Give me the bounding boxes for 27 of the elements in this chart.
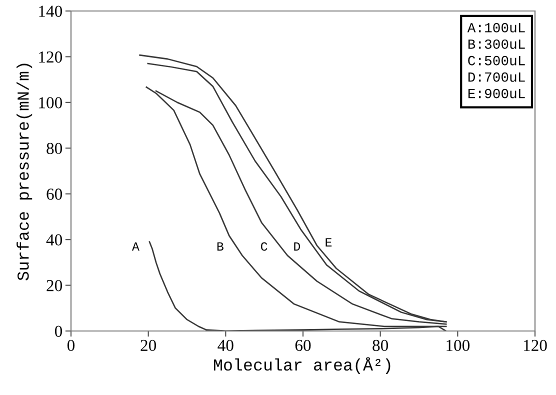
x-tick-label: 20	[140, 340, 156, 352]
series-label: D	[294, 242, 300, 251]
x-tick-label: 120	[524, 340, 547, 352]
x-tick-label: 60	[295, 340, 311, 352]
y-axis-title: Surface pressure(mN/m)	[16, 64, 32, 280]
x-tick-label: 100	[446, 340, 470, 352]
annotation: D:700uL	[468, 72, 525, 82]
annotation: E:900uL	[468, 88, 525, 98]
y-tick-label: 0	[54, 326, 62, 337]
x-tick-label: 0	[67, 340, 75, 352]
x-tick-label: 40	[218, 340, 234, 352]
y-tick-label: 120	[39, 51, 62, 63]
annotation: A:100uL	[467, 22, 525, 32]
y-tick-label: 100	[39, 97, 62, 108]
y-tick-label: 40	[46, 234, 62, 246]
y-tick-label: 20	[46, 280, 62, 292]
x-tick-label: 80	[372, 340, 388, 352]
annotation: B:300uL	[468, 39, 525, 49]
x-axis-title: Molecular area(Å²)	[214, 357, 390, 374]
series-label: A	[132, 242, 140, 251]
series-label: C	[260, 242, 268, 251]
y-tick-label: 140	[39, 6, 62, 17]
annotation: C:500uL	[468, 56, 525, 66]
y-tick-label: 80	[46, 142, 62, 154]
y-tick-label: 60	[46, 188, 62, 200]
series-label: B	[217, 242, 224, 251]
series-label: E	[326, 238, 332, 246]
